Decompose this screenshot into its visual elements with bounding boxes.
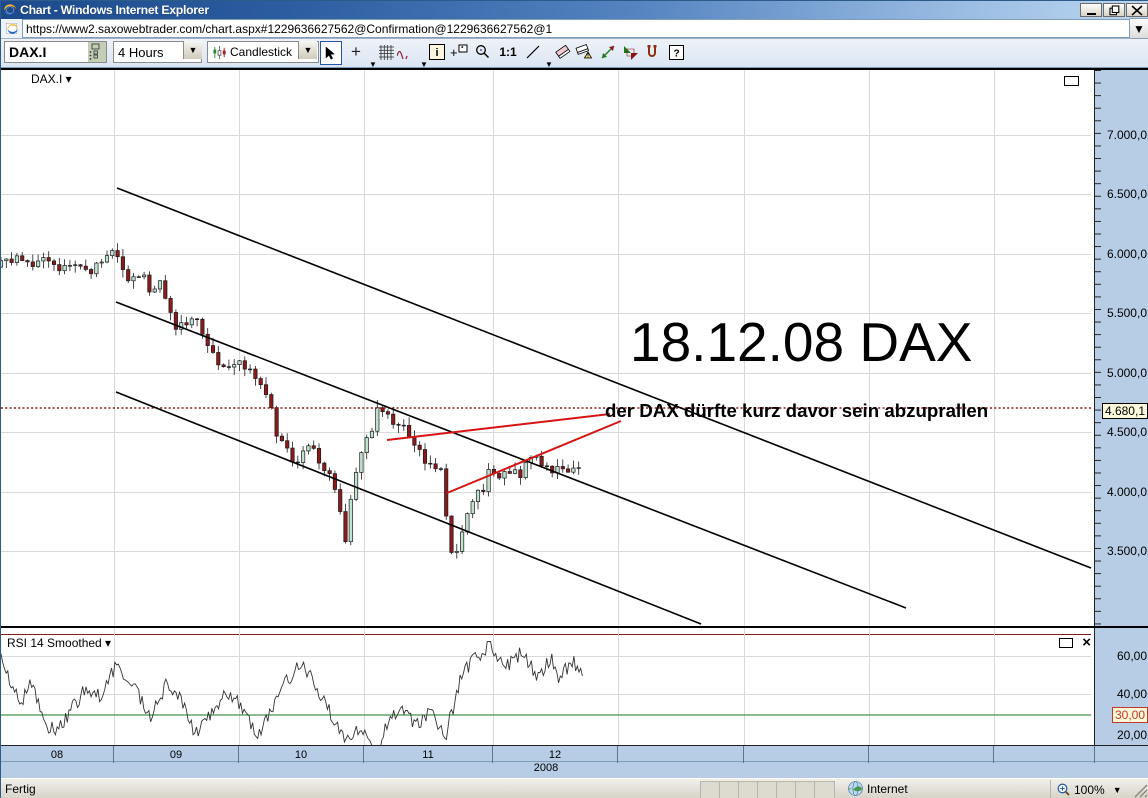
svg-text:!: ! [587,53,589,59]
svg-text:+: + [450,45,458,60]
svg-text:i: i [435,47,438,59]
svg-text:?: ? [673,48,679,59]
